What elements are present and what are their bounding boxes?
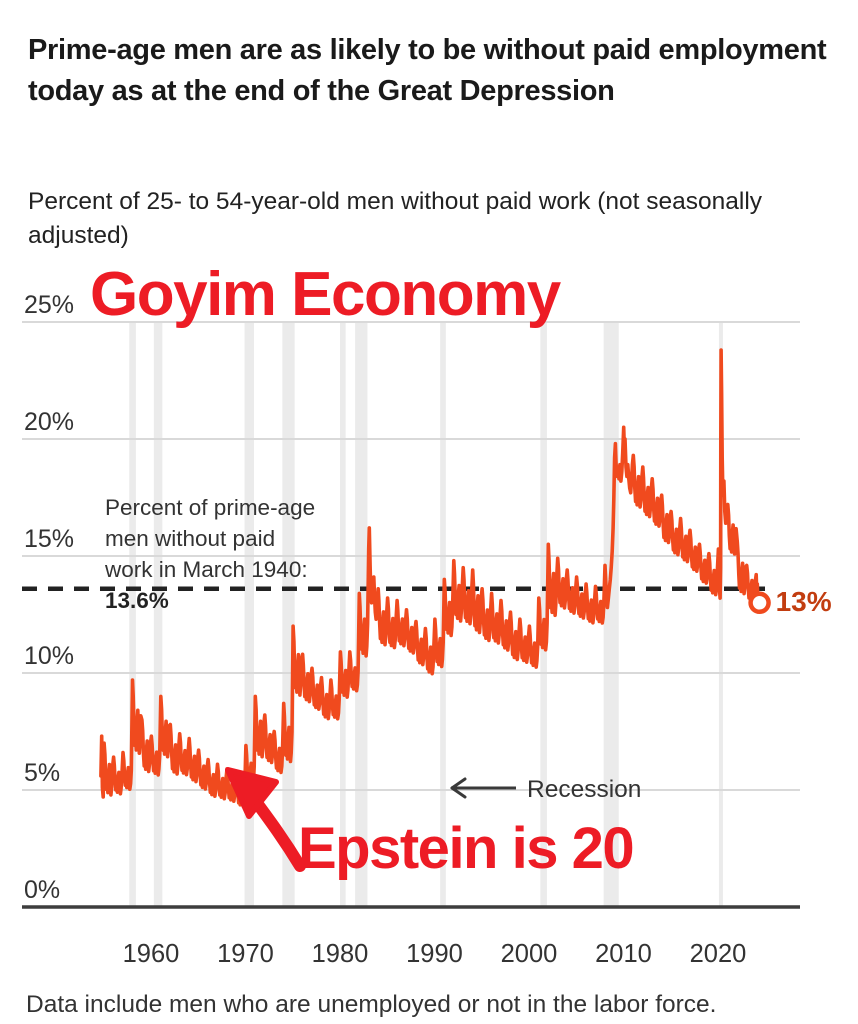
y-tick-label: 5%: [24, 759, 60, 787]
graffiti-text-bottom: Epstein is 20: [298, 816, 635, 881]
y-tick-label: 15%: [24, 525, 74, 553]
y-tick-label: 25%: [24, 291, 74, 319]
recession-band: [340, 322, 346, 907]
x-tick-label: 1990: [406, 940, 463, 968]
graffiti-text-top: Goyim Economy: [90, 260, 561, 329]
y-tick-label: 0%: [24, 876, 60, 904]
annotation-line-3: work in March 1940:: [105, 557, 308, 582]
chart-subtitle: Percent of 25- to 54-year-old men withou…: [28, 188, 763, 250]
recession-arrow-head: [450, 777, 467, 790]
recession-band: [129, 322, 136, 907]
recession-arrow-head: [450, 786, 467, 799]
y-tick-label: 10%: [24, 642, 74, 670]
annotation-value: 13.6%: [105, 588, 169, 613]
x-tick-label: 2020: [690, 940, 747, 968]
footer-note: Data include men who are unemployed or n…: [26, 991, 717, 1018]
data-line: [99, 348, 762, 808]
recession-band: [718, 322, 723, 907]
recession-label: Recession: [527, 776, 641, 803]
annotation-line-1: Percent of prime-age: [105, 495, 316, 520]
y-tick-label: 20%: [24, 408, 74, 436]
x-tick-label: 1970: [217, 940, 274, 968]
end-point-circle: [748, 591, 771, 615]
page-title: Prime-age men are as likely to be withou…: [28, 34, 827, 108]
x-tick-label: 1980: [312, 940, 369, 968]
x-tick-label: 2000: [501, 940, 558, 968]
end-value-label: 13%: [776, 586, 832, 617]
recession-band: [244, 322, 255, 907]
x-tick-label: 2010: [595, 940, 652, 968]
graffiti-arrow-head: [225, 767, 279, 819]
reference-line-annotation: Percent of prime-age men without paid wo…: [105, 492, 365, 616]
annotation-line-2: men without paid: [105, 526, 276, 551]
x-tick-label: 1960: [123, 940, 180, 968]
recession-band: [153, 322, 163, 907]
recession-band: [540, 322, 547, 907]
